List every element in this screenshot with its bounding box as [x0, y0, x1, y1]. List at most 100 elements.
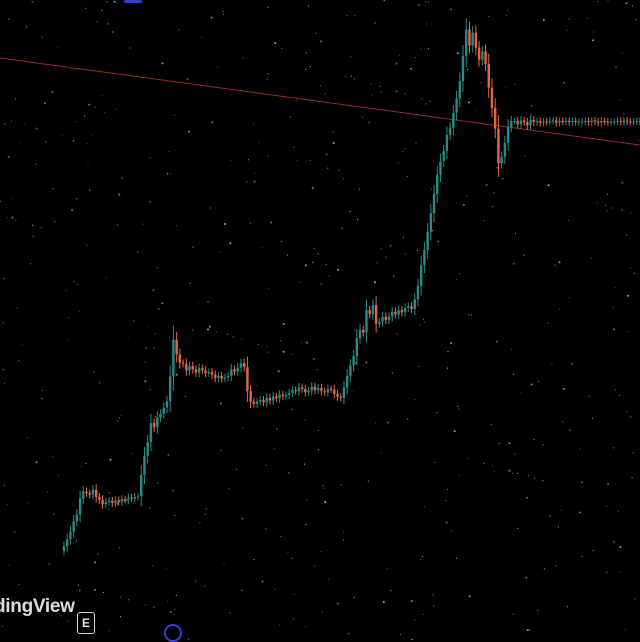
- candle-down: [516, 121, 519, 125]
- star: [580, 481, 583, 484]
- star: [332, 142, 335, 144]
- star: [328, 275, 330, 277]
- candle-down: [98, 496, 101, 500]
- star: [89, 189, 91, 191]
- star: [427, 48, 429, 50]
- candle-up: [236, 367, 239, 372]
- star: [242, 427, 244, 429]
- star: [299, 281, 301, 283]
- star: [569, 429, 571, 431]
- star: [261, 580, 264, 583]
- candle-down: [175, 339, 178, 355]
- star: [41, 389, 44, 391]
- star: [417, 3, 420, 6]
- candle-down: [477, 47, 481, 60]
- star: [398, 54, 400, 56]
- star: [422, 613, 424, 616]
- candle-up: [66, 539, 69, 547]
- candle-up: [381, 316, 384, 322]
- candle-up: [423, 249, 426, 266]
- star: [606, 193, 609, 195]
- star: [280, 240, 282, 242]
- star: [321, 611, 323, 614]
- star: [597, 0, 599, 3]
- star: [630, 212, 632, 214]
- star: [296, 160, 299, 162]
- e-badge-icon[interactable]: E: [77, 612, 95, 634]
- star: [60, 615, 62, 617]
- star: [430, 188, 432, 190]
- star: [241, 517, 244, 520]
- star: [1, 625, 3, 627]
- star: [303, 463, 305, 465]
- star: [449, 342, 452, 345]
- star: [52, 188, 54, 190]
- star: [223, 562, 225, 565]
- star: [459, 273, 461, 275]
- star: [627, 330, 629, 333]
- circle-icon[interactable]: [164, 624, 182, 642]
- star: [374, 22, 376, 24]
- candle-down: [574, 121, 577, 123]
- star: [145, 347, 147, 349]
- star: [288, 472, 290, 474]
- star: [86, 142, 88, 144]
- star: [207, 328, 209, 331]
- star: [265, 464, 267, 466]
- star: [8, 18, 10, 20]
- star: [94, 588, 97, 591]
- star: [41, 398, 43, 400]
- star: [112, 31, 114, 33]
- star: [115, 108, 117, 110]
- star: [199, 522, 201, 524]
- star: [144, 361, 146, 363]
- star: [458, 474, 460, 476]
- star: [579, 511, 581, 514]
- star: [370, 83, 372, 85]
- star: [253, 123, 255, 125]
- star: [101, 9, 103, 11]
- star: [568, 18, 570, 20]
- candle-up: [458, 81, 461, 99]
- star: [229, 612, 231, 614]
- star: [379, 85, 381, 87]
- star: [468, 101, 470, 104]
- candle-up: [580, 121, 584, 123]
- candle-up: [140, 475, 143, 497]
- star: [542, 18, 545, 21]
- star: [466, 195, 468, 197]
- star: [168, 150, 170, 153]
- star: [11, 216, 14, 219]
- star: [3, 123, 6, 126]
- star: [358, 188, 360, 190]
- star: [249, 222, 252, 224]
- star: [591, 257, 593, 259]
- star: [10, 120, 13, 122]
- star: [467, 68, 469, 71]
- trend-line: [0, 57, 640, 146]
- star: [526, 629, 529, 632]
- candle-up: [413, 299, 416, 310]
- star: [327, 167, 329, 169]
- candle-down: [88, 493, 91, 495]
- star: [0, 200, 1, 202]
- candle-up: [506, 127, 510, 143]
- candle-up: [297, 387, 301, 392]
- star: [635, 18, 637, 21]
- star: [256, 385, 258, 387]
- candle-up: [310, 386, 313, 391]
- star: [96, 21, 98, 23]
- candle-down: [178, 354, 182, 363]
- candle-up: [149, 423, 153, 443]
- candle-down: [625, 120, 629, 122]
- candle-up: [519, 120, 523, 125]
- star: [71, 209, 74, 211]
- star: [304, 264, 307, 267]
- star: [592, 550, 594, 552]
- candle-up: [500, 156, 503, 164]
- candle-down: [362, 329, 365, 333]
- candle-up: [349, 365, 352, 376]
- star: [618, 394, 621, 396]
- star: [505, 86, 507, 89]
- candle-up: [317, 387, 320, 391]
